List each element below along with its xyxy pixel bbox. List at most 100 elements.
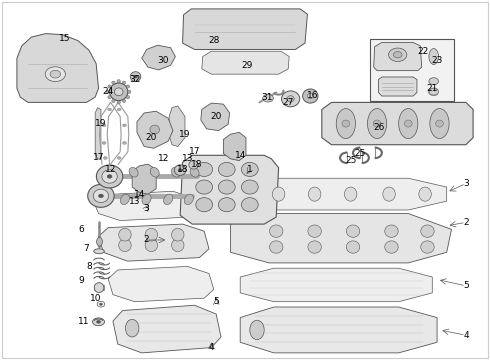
Text: 25: 25: [345, 156, 356, 165]
Ellipse shape: [102, 124, 106, 127]
Text: 28: 28: [208, 36, 220, 45]
Polygon shape: [132, 164, 156, 194]
Text: 13: 13: [182, 154, 193, 163]
Ellipse shape: [93, 318, 104, 326]
Ellipse shape: [129, 167, 138, 177]
Ellipse shape: [108, 95, 111, 99]
Ellipse shape: [242, 180, 258, 194]
Polygon shape: [378, 77, 417, 96]
Ellipse shape: [97, 165, 123, 188]
Ellipse shape: [242, 162, 258, 176]
Text: 13: 13: [129, 197, 140, 206]
Ellipse shape: [430, 109, 449, 139]
Text: 5: 5: [463, 282, 469, 290]
Ellipse shape: [88, 184, 114, 207]
Text: 20: 20: [211, 112, 222, 121]
Ellipse shape: [429, 78, 439, 85]
Text: 2: 2: [463, 218, 469, 227]
Text: 22: 22: [417, 47, 428, 56]
Ellipse shape: [346, 241, 360, 253]
Ellipse shape: [242, 198, 258, 212]
Ellipse shape: [117, 108, 121, 111]
Text: 23: 23: [431, 55, 443, 64]
Polygon shape: [231, 178, 447, 210]
Ellipse shape: [373, 120, 381, 127]
Text: 4: 4: [463, 331, 469, 340]
Text: 12: 12: [105, 165, 116, 174]
Ellipse shape: [122, 99, 125, 103]
Text: 24: 24: [102, 87, 114, 96]
Ellipse shape: [196, 180, 213, 194]
Polygon shape: [137, 111, 173, 148]
Polygon shape: [201, 103, 230, 131]
Ellipse shape: [127, 90, 131, 93]
Text: 21: 21: [427, 84, 438, 93]
Text: 31: 31: [261, 93, 272, 102]
Ellipse shape: [130, 72, 141, 82]
Ellipse shape: [98, 194, 103, 198]
Bar: [94, 285, 104, 290]
Ellipse shape: [122, 124, 126, 127]
Ellipse shape: [307, 93, 313, 99]
Ellipse shape: [93, 189, 109, 203]
Ellipse shape: [436, 120, 443, 127]
Polygon shape: [17, 33, 98, 102]
Ellipse shape: [112, 99, 115, 103]
Text: 6: 6: [79, 225, 85, 234]
Text: 2: 2: [144, 235, 149, 244]
Text: 19: 19: [179, 130, 191, 139]
Ellipse shape: [219, 162, 235, 176]
Ellipse shape: [112, 81, 115, 84]
Text: 7: 7: [84, 244, 89, 253]
Text: 25: 25: [355, 149, 366, 158]
Ellipse shape: [219, 198, 235, 212]
Polygon shape: [183, 9, 307, 49]
Text: 10: 10: [90, 294, 102, 303]
Ellipse shape: [108, 108, 112, 111]
Polygon shape: [94, 191, 197, 221]
Text: 29: 29: [242, 61, 253, 70]
Text: 12: 12: [158, 154, 169, 163]
Ellipse shape: [45, 67, 65, 82]
Ellipse shape: [119, 239, 131, 252]
Polygon shape: [231, 213, 451, 263]
Ellipse shape: [99, 303, 102, 305]
Text: 5: 5: [213, 297, 219, 306]
Ellipse shape: [281, 91, 300, 107]
Text: 19: 19: [95, 119, 107, 128]
Ellipse shape: [344, 187, 357, 201]
Ellipse shape: [342, 120, 350, 127]
Ellipse shape: [419, 187, 431, 201]
Ellipse shape: [150, 167, 159, 177]
Ellipse shape: [126, 95, 129, 99]
Ellipse shape: [189, 161, 198, 169]
Text: 14: 14: [235, 151, 246, 160]
Ellipse shape: [385, 225, 398, 237]
Ellipse shape: [122, 81, 125, 84]
Text: 18: 18: [177, 165, 188, 174]
Ellipse shape: [97, 301, 105, 307]
Ellipse shape: [368, 109, 387, 139]
Ellipse shape: [102, 170, 117, 183]
Ellipse shape: [308, 241, 321, 253]
Ellipse shape: [94, 249, 104, 254]
Ellipse shape: [126, 85, 129, 88]
Ellipse shape: [102, 141, 106, 144]
Ellipse shape: [270, 241, 283, 253]
Bar: [370, 39, 454, 100]
Ellipse shape: [50, 70, 61, 78]
Text: 15: 15: [59, 34, 71, 43]
Ellipse shape: [383, 187, 395, 201]
Ellipse shape: [107, 175, 112, 178]
Ellipse shape: [303, 89, 318, 103]
Text: 9: 9: [79, 276, 85, 285]
Ellipse shape: [117, 101, 121, 104]
Ellipse shape: [272, 187, 285, 201]
Ellipse shape: [134, 75, 137, 78]
Polygon shape: [240, 307, 437, 353]
Polygon shape: [322, 102, 473, 145]
Ellipse shape: [196, 162, 213, 176]
Ellipse shape: [421, 225, 434, 237]
Ellipse shape: [178, 169, 182, 171]
Ellipse shape: [250, 320, 264, 339]
